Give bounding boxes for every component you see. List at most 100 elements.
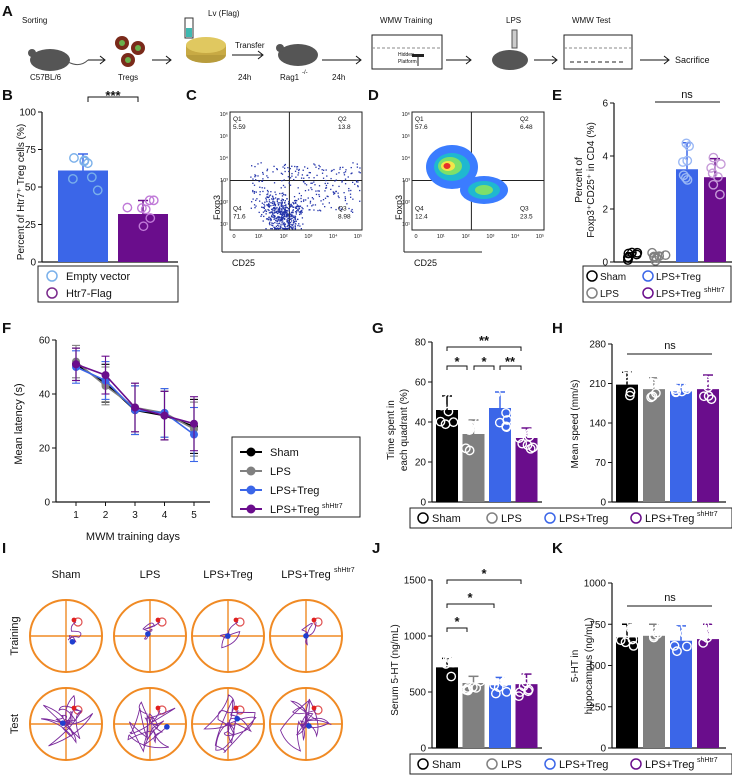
bar xyxy=(643,635,665,748)
legend-f-sup: shHtr7 xyxy=(322,503,343,510)
legend-e xyxy=(582,265,732,303)
data-point xyxy=(682,155,693,166)
ylabel-g-2: each quadrant (%) xyxy=(399,389,410,471)
legend-gh-treg: LPS+Treg xyxy=(559,513,608,525)
data-point xyxy=(145,213,156,223)
x-tick-label: 1 xyxy=(73,510,79,521)
panel-f-chart: Mean latency (s) 0 20 40 60 1 2 3 4 5 MWM train… xyxy=(13,336,361,543)
data-point xyxy=(715,189,725,200)
label-f: F xyxy=(2,320,11,337)
label-c: C xyxy=(186,87,197,104)
flow-ylabel: Foxp3 xyxy=(212,195,222,220)
data-point xyxy=(682,174,693,185)
swim-path xyxy=(203,694,257,753)
y-tick-label: 0 xyxy=(420,498,426,509)
legend-f-entry: LPS xyxy=(270,466,291,478)
data-point xyxy=(648,251,659,262)
legend-e-sh: LPS+Treg xyxy=(656,289,701,300)
data-point xyxy=(647,378,658,388)
data-point xyxy=(82,158,93,169)
data-point xyxy=(461,684,471,695)
data-point xyxy=(622,255,633,265)
quadrant-label: 57.6 xyxy=(415,124,428,131)
mouse-icon xyxy=(276,44,318,66)
legend-marker xyxy=(246,485,256,495)
y-tick-label: 250 xyxy=(589,702,606,713)
series-point xyxy=(101,371,110,380)
sig-g-4: ** xyxy=(479,333,490,348)
injection-icon xyxy=(492,29,528,70)
data-point xyxy=(435,416,446,427)
step-sorting: Sorting xyxy=(22,16,47,25)
data-point xyxy=(148,195,159,206)
start-point xyxy=(311,617,317,623)
x-tick-label: 10⁵ xyxy=(536,233,544,240)
data-point xyxy=(460,443,471,454)
legend-marker xyxy=(246,504,256,514)
x-tick-label: 10² xyxy=(462,234,470,240)
data-point xyxy=(620,637,631,648)
data-point xyxy=(669,640,680,651)
series-point xyxy=(72,360,80,369)
bar xyxy=(616,637,638,748)
start-point xyxy=(155,705,161,711)
data-point xyxy=(515,667,525,678)
quadrant-label: Q1 xyxy=(415,116,424,123)
legend-jk-sh-sup: shHtr7 xyxy=(697,757,718,764)
bar xyxy=(676,169,698,262)
legend-marker-empty xyxy=(46,270,58,282)
data-point xyxy=(648,632,659,643)
i-group-sh: LPS+Treg xyxy=(281,569,330,581)
panel-h-chart: Mean speed (mm/s) 0 70 140 210 280 ns xyxy=(570,340,726,509)
water-maze-icon xyxy=(563,34,633,70)
y-tick-label: 20 xyxy=(39,444,51,455)
y-tick-label: 75 xyxy=(25,145,37,156)
y-tick-label: 10⁴ xyxy=(402,155,411,162)
panel-e-chart: Percent of Foxp3⁺CD25⁺ in CD4 (%) 0 2 4 6 n… xyxy=(574,89,732,303)
data-point xyxy=(628,640,639,651)
data-point xyxy=(620,368,631,379)
y-tick-label: 10⁴ xyxy=(220,155,229,162)
y-tick-label: 0 xyxy=(600,744,606,755)
legend-marker-flag xyxy=(46,287,58,299)
data-point xyxy=(493,682,504,693)
i-group-sham: Sham xyxy=(52,569,81,581)
ylabel-k-1: 5-HT in xyxy=(570,650,581,683)
quadrant-label: 12.4 xyxy=(415,213,428,220)
legend-jk-treg: LPS+Treg xyxy=(559,759,608,771)
data-point xyxy=(517,438,528,449)
data-point xyxy=(680,621,691,631)
y-tick-label: 1500 xyxy=(404,576,427,587)
quadrant-label: Q2 xyxy=(520,116,529,123)
step-24h-b: 24h xyxy=(332,73,345,82)
data-point xyxy=(501,686,512,697)
data-point xyxy=(699,620,710,631)
y-tick-label: 10⁶ xyxy=(220,111,228,118)
data-point xyxy=(698,631,709,641)
data-point xyxy=(706,163,717,173)
legend-f-entry: Sham xyxy=(270,447,299,459)
start-point xyxy=(311,705,317,711)
data-point xyxy=(615,635,626,646)
sig-b: *** xyxy=(105,88,121,103)
swim-path xyxy=(280,698,332,752)
sig-g-1: * xyxy=(454,354,460,369)
start-point xyxy=(71,617,77,623)
end-point xyxy=(164,724,170,730)
quadrant-label: 71.6 xyxy=(233,213,246,220)
legend-f-entry: LPS+Treg xyxy=(270,485,319,497)
sig-h: ns xyxy=(664,340,676,352)
data-point xyxy=(525,443,536,454)
y-tick-label: 40 xyxy=(39,390,51,401)
bar xyxy=(58,170,108,262)
y-tick-label: 1000 xyxy=(404,632,427,643)
data-point xyxy=(700,375,711,386)
ylabel-h: Mean speed (mm/s) xyxy=(570,380,581,469)
data-point xyxy=(629,365,639,375)
data-point xyxy=(698,637,709,648)
start-point xyxy=(233,705,239,711)
data-point xyxy=(501,421,512,432)
panel-k-chart: 5-HT in hippocampus (ng/mL) 0 250 500 750 10… xyxy=(570,579,726,755)
label-h: H xyxy=(552,320,563,337)
